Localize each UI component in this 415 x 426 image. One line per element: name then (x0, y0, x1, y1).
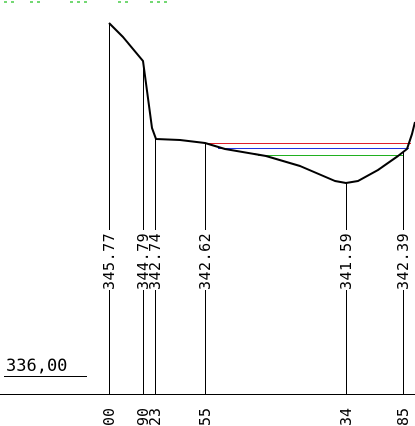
elevation-label-6: 342.39 (394, 233, 412, 290)
station-label-2: 90 (134, 408, 152, 426)
elevation-label-3: 342.74 (146, 233, 164, 290)
station-label-1: 00 (100, 408, 118, 426)
elevation-labels: 345.77 344.79 342.74 342.62 341.59 342.3… (100, 233, 412, 290)
elevation-label-2: 344.79 (134, 233, 152, 290)
leader-lines-upper (109, 23, 404, 230)
datum-reference: 336,00 (0, 356, 415, 395)
ground-profile-line (108, 22, 415, 184)
station-labels: 00 90 23 55 34 85 (100, 408, 412, 426)
elevation-label-4: 342.62 (196, 233, 214, 290)
station-label-4: 55 (196, 408, 214, 426)
elevation-label-1: 345.77 (100, 233, 118, 290)
datum-label: 336,00 (6, 356, 67, 376)
station-label-6: 85 (394, 408, 412, 426)
station-label-3: 23 (146, 408, 164, 426)
station-label-5: 34 (337, 408, 355, 426)
elevation-label-5: 341.59 (337, 233, 355, 290)
leader-lines-lower (109, 290, 404, 394)
